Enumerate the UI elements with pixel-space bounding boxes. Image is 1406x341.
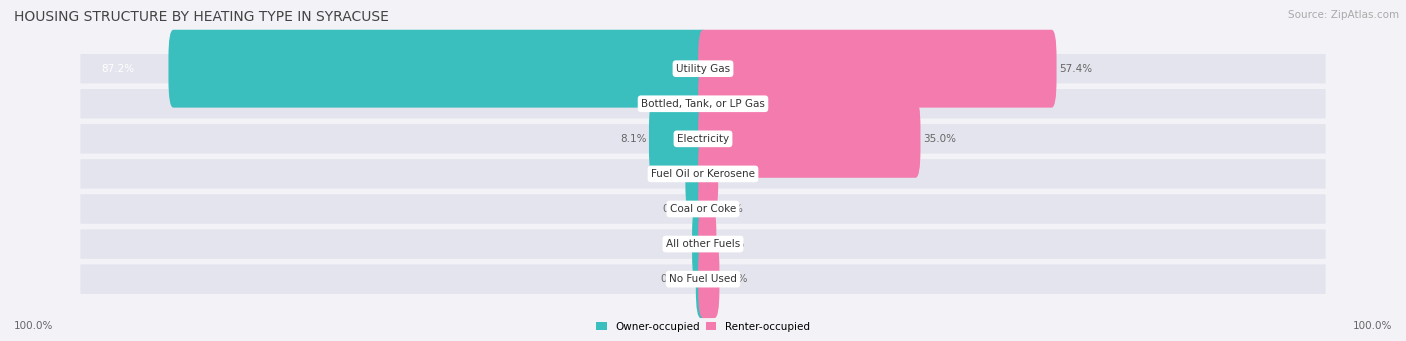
Text: Fuel Oil or Kerosene: Fuel Oil or Kerosene xyxy=(651,169,755,179)
FancyBboxPatch shape xyxy=(80,264,1326,294)
Legend: Owner-occupied, Renter-occupied: Owner-occupied, Renter-occupied xyxy=(592,317,814,336)
FancyBboxPatch shape xyxy=(699,30,1056,108)
FancyBboxPatch shape xyxy=(80,54,1326,84)
FancyBboxPatch shape xyxy=(699,65,723,143)
Text: 1.4%: 1.4% xyxy=(718,239,745,249)
Text: 87.2%: 87.2% xyxy=(101,64,135,74)
Text: Bottled, Tank, or LP Gas: Bottled, Tank, or LP Gas xyxy=(641,99,765,109)
Text: 100.0%: 100.0% xyxy=(1353,321,1392,331)
FancyBboxPatch shape xyxy=(699,240,720,318)
Text: 0.04%: 0.04% xyxy=(710,204,744,214)
FancyBboxPatch shape xyxy=(80,89,1326,118)
FancyBboxPatch shape xyxy=(699,170,709,248)
FancyBboxPatch shape xyxy=(169,30,707,108)
FancyBboxPatch shape xyxy=(697,170,707,248)
FancyBboxPatch shape xyxy=(692,205,707,283)
FancyBboxPatch shape xyxy=(692,65,707,143)
FancyBboxPatch shape xyxy=(80,194,1326,224)
Text: 1.1%: 1.1% xyxy=(662,99,689,109)
FancyBboxPatch shape xyxy=(699,100,921,178)
FancyBboxPatch shape xyxy=(80,124,1326,153)
Text: 0.38%: 0.38% xyxy=(661,274,693,284)
FancyBboxPatch shape xyxy=(650,100,707,178)
Text: 0.04%: 0.04% xyxy=(662,204,696,214)
FancyBboxPatch shape xyxy=(699,135,718,213)
Text: Source: ZipAtlas.com: Source: ZipAtlas.com xyxy=(1288,10,1399,20)
FancyBboxPatch shape xyxy=(696,240,707,318)
Text: 1.9%: 1.9% xyxy=(721,274,748,284)
Text: 57.4%: 57.4% xyxy=(1059,64,1092,74)
Text: Utility Gas: Utility Gas xyxy=(676,64,730,74)
Text: Coal or Coke: Coal or Coke xyxy=(669,204,737,214)
Text: 2.1%: 2.1% xyxy=(657,169,683,179)
FancyBboxPatch shape xyxy=(80,159,1326,189)
Text: 1.7%: 1.7% xyxy=(721,169,747,179)
FancyBboxPatch shape xyxy=(80,229,1326,259)
FancyBboxPatch shape xyxy=(685,135,707,213)
Text: All other Fuels: All other Fuels xyxy=(666,239,740,249)
Text: Electricity: Electricity xyxy=(676,134,730,144)
Text: HOUSING STRUCTURE BY HEATING TYPE IN SYRACUSE: HOUSING STRUCTURE BY HEATING TYPE IN SYR… xyxy=(14,10,389,24)
Text: No Fuel Used: No Fuel Used xyxy=(669,274,737,284)
Text: 1.0%: 1.0% xyxy=(664,239,689,249)
Text: 100.0%: 100.0% xyxy=(14,321,53,331)
Text: 2.5%: 2.5% xyxy=(725,99,752,109)
Text: 35.0%: 35.0% xyxy=(922,134,956,144)
FancyBboxPatch shape xyxy=(699,205,717,283)
Text: 8.1%: 8.1% xyxy=(620,134,647,144)
